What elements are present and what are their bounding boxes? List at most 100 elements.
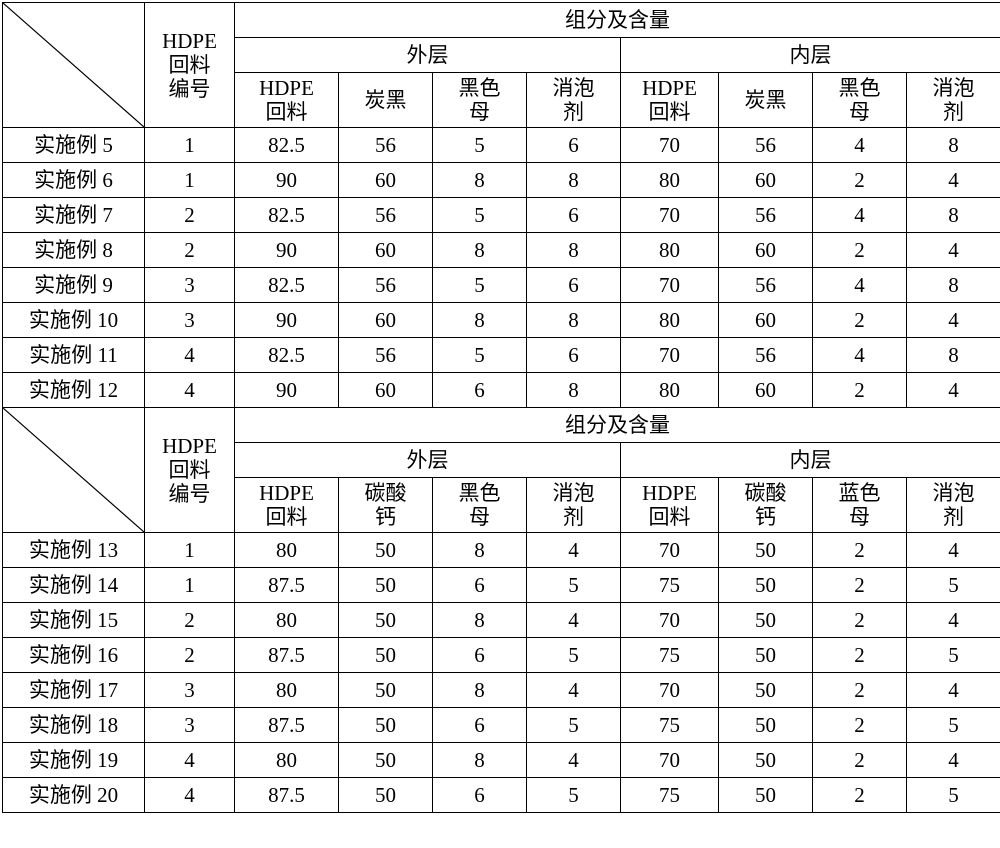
inner-col-3: 消泡剂 xyxy=(907,73,1000,128)
inner-val-3: 5 xyxy=(907,568,1000,603)
outer-val-0: 80 xyxy=(235,603,339,638)
inner-val-1: 50 xyxy=(719,638,813,673)
outer-val-0: 80 xyxy=(235,533,339,568)
outer-val-1: 50 xyxy=(339,638,433,673)
outer-val-1: 56 xyxy=(339,198,433,233)
hdpe-id: 3 xyxy=(145,303,235,338)
inner-val-3: 8 xyxy=(907,338,1000,373)
inner-val-2: 2 xyxy=(813,708,907,743)
outer-val-3: 5 xyxy=(527,638,621,673)
row-label: 实施例 11 xyxy=(3,338,145,373)
row-label: 实施例 9 xyxy=(3,268,145,303)
inner-val-1: 50 xyxy=(719,603,813,638)
inner-val-3: 4 xyxy=(907,533,1000,568)
components-header: 组分及含量 xyxy=(235,408,1000,443)
inner-val-2: 2 xyxy=(813,778,907,813)
inner-val-0: 70 xyxy=(621,128,719,163)
outer-col-3: 消泡剂 xyxy=(527,73,621,128)
diagonal-header xyxy=(3,3,145,128)
inner-val-0: 80 xyxy=(621,233,719,268)
outer-col-2: 黑色母 xyxy=(433,478,527,533)
outer-val-3: 5 xyxy=(527,708,621,743)
inner-layer-header: 内层 xyxy=(621,38,1000,73)
inner-val-2: 2 xyxy=(813,373,907,408)
inner-col-0: HDPE回料 xyxy=(621,478,719,533)
inner-val-0: 70 xyxy=(621,198,719,233)
outer-val-1: 50 xyxy=(339,778,433,813)
outer-val-3: 4 xyxy=(527,533,621,568)
hdpe-id: 4 xyxy=(145,778,235,813)
hdpe-id: 2 xyxy=(145,603,235,638)
outer-col-3: 消泡剂 xyxy=(527,478,621,533)
outer-val-1: 60 xyxy=(339,373,433,408)
hdpe-id: 2 xyxy=(145,198,235,233)
hdpe-id: 1 xyxy=(145,568,235,603)
outer-val-2: 6 xyxy=(433,778,527,813)
outer-val-2: 8 xyxy=(433,673,527,708)
inner-val-2: 2 xyxy=(813,233,907,268)
outer-val-2: 5 xyxy=(433,198,527,233)
hdpe-id: 1 xyxy=(145,128,235,163)
outer-val-2: 6 xyxy=(433,708,527,743)
outer-val-0: 90 xyxy=(235,233,339,268)
outer-col-0: HDPE回料 xyxy=(235,478,339,533)
outer-val-1: 56 xyxy=(339,128,433,163)
inner-val-1: 56 xyxy=(719,338,813,373)
outer-val-2: 8 xyxy=(433,233,527,268)
inner-val-2: 4 xyxy=(813,198,907,233)
outer-val-0: 80 xyxy=(235,743,339,778)
outer-val-0: 87.5 xyxy=(235,568,339,603)
inner-val-0: 75 xyxy=(621,568,719,603)
inner-val-2: 2 xyxy=(813,638,907,673)
outer-val-1: 50 xyxy=(339,743,433,778)
outer-val-3: 4 xyxy=(527,673,621,708)
hdpe-id: 1 xyxy=(145,163,235,198)
outer-val-3: 6 xyxy=(527,198,621,233)
inner-val-2: 2 xyxy=(813,673,907,708)
outer-val-3: 8 xyxy=(527,303,621,338)
outer-val-3: 6 xyxy=(527,128,621,163)
outer-layer-header: 外层 xyxy=(235,38,621,73)
hdpe-id: 4 xyxy=(145,338,235,373)
inner-val-0: 80 xyxy=(621,303,719,338)
outer-val-0: 87.5 xyxy=(235,708,339,743)
row-label: 实施例 15 xyxy=(3,603,145,638)
row-label: 实施例 20 xyxy=(3,778,145,813)
outer-val-2: 8 xyxy=(433,303,527,338)
inner-val-1: 50 xyxy=(719,533,813,568)
inner-col-0: HDPE回料 xyxy=(621,73,719,128)
outer-col-1: 炭黑 xyxy=(339,73,433,128)
inner-val-3: 5 xyxy=(907,638,1000,673)
inner-val-0: 75 xyxy=(621,708,719,743)
inner-col-1: 炭黑 xyxy=(719,73,813,128)
inner-val-0: 70 xyxy=(621,603,719,638)
hdpe-id: 4 xyxy=(145,373,235,408)
inner-val-3: 5 xyxy=(907,778,1000,813)
outer-val-2: 8 xyxy=(433,163,527,198)
row-label: 实施例 6 xyxy=(3,163,145,198)
outer-val-3: 8 xyxy=(527,373,621,408)
inner-val-0: 70 xyxy=(621,338,719,373)
outer-val-1: 50 xyxy=(339,673,433,708)
inner-val-3: 4 xyxy=(907,233,1000,268)
inner-val-3: 5 xyxy=(907,708,1000,743)
outer-val-2: 8 xyxy=(433,743,527,778)
hdpe-id: 3 xyxy=(145,268,235,303)
outer-val-3: 6 xyxy=(527,338,621,373)
inner-val-1: 60 xyxy=(719,163,813,198)
outer-val-2: 5 xyxy=(433,338,527,373)
inner-val-1: 60 xyxy=(719,233,813,268)
outer-val-1: 56 xyxy=(339,338,433,373)
inner-val-0: 75 xyxy=(621,638,719,673)
inner-val-2: 4 xyxy=(813,268,907,303)
inner-val-2: 2 xyxy=(813,743,907,778)
row-label: 实施例 8 xyxy=(3,233,145,268)
hdpe-id: 3 xyxy=(145,673,235,708)
outer-val-1: 60 xyxy=(339,233,433,268)
outer-val-3: 8 xyxy=(527,233,621,268)
outer-val-0: 82.5 xyxy=(235,128,339,163)
inner-val-1: 50 xyxy=(719,743,813,778)
inner-val-0: 75 xyxy=(621,778,719,813)
row-label: 实施例 10 xyxy=(3,303,145,338)
inner-val-2: 2 xyxy=(813,533,907,568)
